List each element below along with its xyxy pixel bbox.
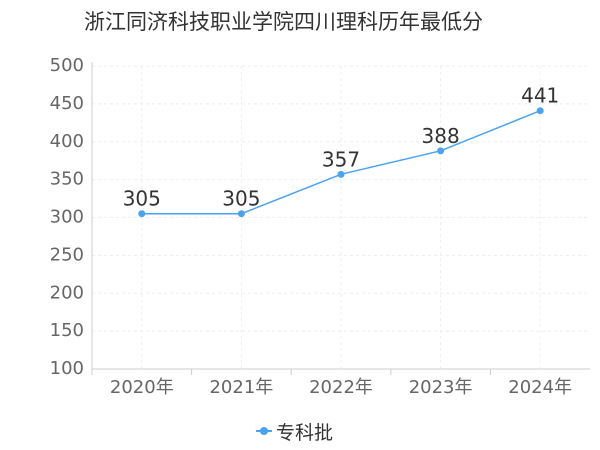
- legend[interactable]: 专科批: [256, 418, 333, 444]
- series-layer: [138, 107, 544, 218]
- data-label: 305: [123, 187, 161, 211]
- label-layer: 100 150 200 250 300 350 400 450 500 2020年 2021年 202…: [50, 55, 572, 398]
- y-tick-label: 150: [50, 320, 84, 341]
- data-point[interactable]: [437, 147, 445, 155]
- data-label: 305: [222, 187, 260, 211]
- data-label: 388: [422, 124, 460, 148]
- data-point[interactable]: [237, 210, 245, 218]
- y-tick-label: 500: [50, 55, 84, 76]
- y-tick-label: 200: [50, 282, 84, 303]
- x-tick-label: 2021年: [209, 377, 273, 398]
- y-tick-label: 250: [50, 244, 84, 265]
- x-tick-label: 2020年: [110, 377, 174, 398]
- y-tick-label: 300: [50, 207, 84, 228]
- data-point[interactable]: [536, 107, 544, 115]
- y-tick-label: 350: [50, 169, 84, 190]
- data-label: 357: [322, 147, 360, 171]
- y-tick-label: 100: [50, 358, 84, 379]
- legend-marker-icon: [256, 426, 272, 436]
- legend-label: 专科批: [276, 421, 334, 444]
- data-label: 441: [521, 84, 559, 108]
- data-point[interactable]: [138, 210, 146, 218]
- axis-layer: [91, 62, 590, 375]
- x-tick-label: 2022年: [309, 377, 373, 398]
- y-tick-label: 400: [50, 131, 84, 152]
- y-tick-label: 450: [50, 93, 84, 114]
- x-tick-label: 2024年: [508, 377, 572, 398]
- x-tick-label: 2023年: [409, 377, 473, 398]
- grid-layer: [92, 65, 590, 370]
- data-point[interactable]: [337, 170, 345, 178]
- chart-title: 浙江同济科技职业学院四川理科历年最低分: [84, 10, 483, 34]
